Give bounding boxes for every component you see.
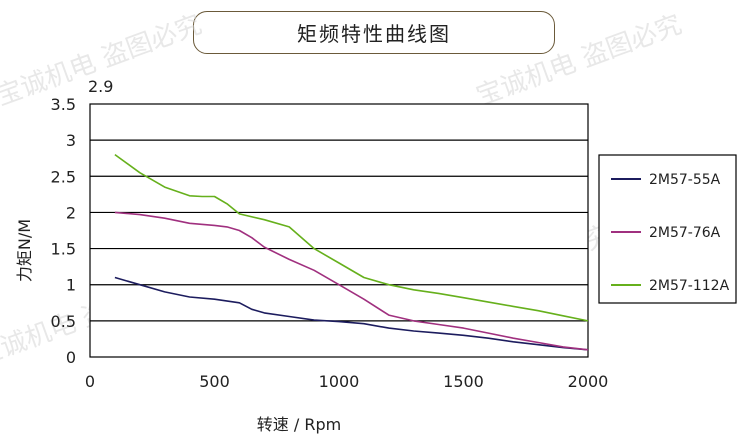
legend-label: 2M57-76A: [649, 225, 721, 241]
legend-label: 2M57-112A: [649, 278, 730, 294]
y-tick-label: 3.5: [51, 95, 76, 114]
x-tick-label: 1500: [443, 372, 484, 391]
x-tick-label: 2000: [568, 372, 609, 391]
plot-area: [89, 103, 589, 358]
y-tick-label: 2.5: [51, 167, 76, 186]
series-line: [114, 276, 589, 351]
y-tick-label: 1: [66, 276, 76, 295]
y-tick-label: 2: [66, 203, 76, 222]
y-axis-label: 力矩N/M: [15, 219, 34, 282]
y-tick-label: 0.5: [51, 312, 76, 331]
y-tick-label: 1.5: [51, 240, 76, 259]
x-tick-label: 500: [199, 372, 230, 391]
y-tick-label: 3: [66, 131, 76, 150]
series-line: [114, 153, 589, 322]
x-tick-label: 0: [85, 372, 95, 391]
chart-title-box: 矩频特性曲线图: [193, 11, 555, 54]
legend-label: 2M57-55A: [649, 172, 721, 188]
x-axis-label: 转速 / Rpm: [257, 415, 341, 434]
series-line: [114, 211, 589, 351]
chart-title: 矩频特性曲线图: [297, 22, 451, 46]
x-tick-label: 1000: [319, 372, 360, 391]
y-tick-label: 0: [66, 348, 76, 367]
y-max-annotation: 2.9: [88, 77, 113, 96]
